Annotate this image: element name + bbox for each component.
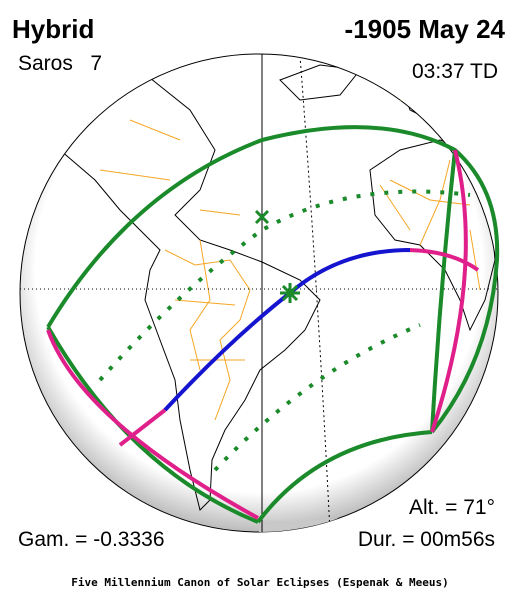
penumbra-north xyxy=(98,189,471,382)
x-marker xyxy=(254,209,270,225)
gamma: Gam. = -0.3336 xyxy=(18,528,165,551)
rise-curve xyxy=(46,329,259,520)
altitude: Alt. = 71° xyxy=(409,496,495,519)
eclipse-type: Hybrid xyxy=(12,14,94,44)
saros: Saros 7 xyxy=(18,52,102,75)
greatest-eclipse-marker xyxy=(280,283,300,303)
dotted-meridian xyxy=(299,55,331,532)
time: 03:37 TD xyxy=(412,60,498,83)
borders xyxy=(99,94,481,421)
limit-edges xyxy=(256,149,457,524)
set-curve xyxy=(404,149,480,433)
globe xyxy=(19,53,499,533)
eclipse-date: -1905 May 24 xyxy=(345,14,506,44)
northern-limit xyxy=(46,125,500,434)
duration: Dur. = 00m56s xyxy=(358,528,495,551)
southern-limit xyxy=(46,326,259,524)
markers xyxy=(254,209,300,303)
footer: Five Millennium Canon of Solar Eclipses … xyxy=(71,576,449,589)
eclipse-path xyxy=(46,125,500,524)
